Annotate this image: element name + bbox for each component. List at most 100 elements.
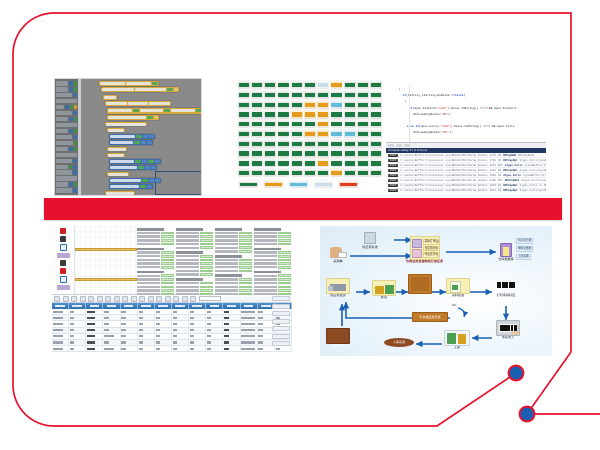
block-variable[interactable] <box>109 184 153 189</box>
board-tool-blk[interactable] <box>60 236 66 242</box>
status-cell[interactable] <box>304 128 316 138</box>
palette-row[interactable] <box>56 81 77 86</box>
toolbar-undo-button[interactable] <box>122 295 128 302</box>
table-cell[interactable] <box>121 339 138 346</box>
status-cell[interactable] <box>264 80 277 89</box>
palette-row[interactable] <box>56 134 77 140</box>
status-cell[interactable] <box>343 109 356 118</box>
status-cell[interactable] <box>370 168 382 177</box>
grid-side-button[interactable] <box>272 326 290 331</box>
table-cell[interactable] <box>138 315 155 321</box>
status-cell[interactable] <box>370 109 382 118</box>
status-cell[interactable] <box>304 138 316 147</box>
toolbar-export-button[interactable] <box>173 295 179 302</box>
grid-side-button[interactable] <box>272 303 290 309</box>
status-cell[interactable] <box>357 89 369 98</box>
blocks-palette[interactable] <box>55 79 78 195</box>
status-cell[interactable] <box>370 119 382 128</box>
status-cell[interactable] <box>290 148 303 157</box>
table-cell[interactable] <box>121 321 138 327</box>
board-tool-red[interactable] <box>60 268 66 274</box>
status-cell[interactable] <box>370 99 382 108</box>
table-cell[interactable] <box>223 321 241 327</box>
table-cell[interactable] <box>103 327 121 333</box>
palette-chip-label[interactable] <box>56 116 68 122</box>
table-cell[interactable] <box>206 309 224 315</box>
status-cell[interactable] <box>290 119 303 128</box>
table-cell[interactable] <box>223 346 241 352</box>
block-control[interactable] <box>105 101 171 106</box>
table-cell[interactable] <box>241 315 258 321</box>
status-cell[interactable] <box>330 89 343 98</box>
table-cell[interactable] <box>172 315 190 321</box>
table-cell[interactable] <box>52 346 70 352</box>
console-log-row[interactable]: [INFO] C:/works/Buffer/transceiver.cpp/BU… <box>386 178 546 184</box>
console-log-row[interactable]: [INFO] C:/works/Buffer/transceiver.cpp/BU… <box>386 168 546 174</box>
palette-chip-blue[interactable] <box>69 146 73 152</box>
palette-chip-label[interactable] <box>56 128 68 134</box>
status-cell[interactable] <box>330 109 343 118</box>
grid-column-header[interactable] <box>69 303 87 309</box>
scheduling-panel[interactable] <box>52 226 292 354</box>
board-tool-red[interactable] <box>60 228 66 234</box>
table-cell[interactable] <box>223 333 241 339</box>
status-grid-panel[interactable] <box>236 80 384 198</box>
console-tab[interactable] <box>396 143 402 147</box>
table-cell[interactable] <box>155 315 172 321</box>
status-cell[interactable] <box>317 89 330 98</box>
table-cell[interactable] <box>52 333 70 339</box>
status-cell[interactable] <box>264 99 277 108</box>
block-control[interactable] <box>103 95 117 100</box>
table-cell[interactable] <box>69 339 87 346</box>
data-grid[interactable] <box>52 294 292 354</box>
palette-chip-blue[interactable] <box>73 134 77 140</box>
grid-side-button[interactable] <box>272 333 290 339</box>
toolbar-print-button[interactable] <box>79 295 86 302</box>
status-cell[interactable] <box>304 148 316 157</box>
status-cell[interactable] <box>238 99 250 108</box>
table-cell[interactable] <box>241 339 258 346</box>
table-cell[interactable] <box>241 333 258 339</box>
palette-chip-yellow[interactable] <box>74 105 77 110</box>
status-cell[interactable] <box>251 99 263 108</box>
palette-chip-label[interactable] <box>56 182 68 187</box>
palette-chip-blue[interactable] <box>69 116 73 122</box>
status-cell[interactable] <box>304 109 316 118</box>
block-control[interactable] <box>107 115 159 120</box>
console-log-row[interactable]: [INFO] C:/works/Buffer/transceiver.cpp/BU… <box>386 158 546 164</box>
palette-chip-blue[interactable] <box>69 182 73 187</box>
status-cell[interactable] <box>290 99 303 108</box>
palette-chip-blue[interactable] <box>73 110 77 116</box>
toolbar-copy-button[interactable] <box>105 295 111 302</box>
palette-chip-label[interactable] <box>56 93 72 98</box>
grid-column-header[interactable] <box>241 303 258 309</box>
status-cell[interactable] <box>251 109 263 118</box>
table-cell[interactable] <box>172 339 190 346</box>
table-cell[interactable] <box>52 321 70 327</box>
palette-chip-green[interactable] <box>74 81 77 86</box>
table-cell[interactable] <box>138 339 155 346</box>
table-cell[interactable] <box>275 321 292 327</box>
status-cell[interactable] <box>370 128 382 138</box>
palette-row[interactable] <box>56 182 77 187</box>
ide-panel[interactable]: {if (battery_starting.Enabled == false){… <box>386 84 546 192</box>
status-cell[interactable] <box>317 168 330 177</box>
block-control[interactable] <box>105 122 147 127</box>
block-control[interactable] <box>107 128 125 133</box>
status-cell[interactable] <box>304 168 316 177</box>
grid-column-header[interactable] <box>206 303 224 309</box>
grid-side-button[interactable] <box>272 318 290 324</box>
table-cell[interactable] <box>86 315 104 321</box>
table-cell[interactable] <box>206 346 224 352</box>
palette-row[interactable] <box>56 152 77 158</box>
table-cell[interactable] <box>121 333 138 339</box>
palette-chip-label[interactable] <box>56 170 72 175</box>
toolbar-new-button[interactable] <box>54 295 60 302</box>
palette-chip-blue[interactable] <box>73 164 77 169</box>
status-cell[interactable] <box>290 89 303 98</box>
grid-column-header[interactable] <box>155 303 172 309</box>
table-cell[interactable] <box>172 321 190 327</box>
console-tabbar[interactable] <box>386 143 546 148</box>
status-cell[interactable] <box>251 128 263 138</box>
table-cell[interactable] <box>103 333 121 339</box>
